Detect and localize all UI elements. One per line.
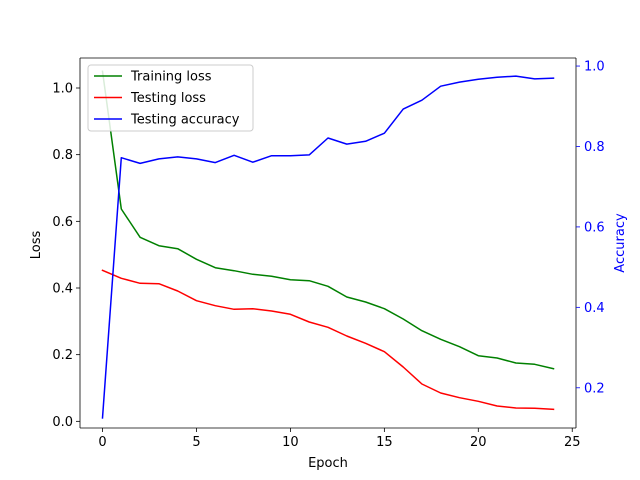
- y2-tick-label: 0.4: [584, 301, 605, 316]
- series-line-training-loss: [101, 70, 555, 370]
- series-line-testing-loss: [101, 269, 555, 411]
- y2-tick-label: 1.0: [584, 60, 605, 75]
- y2-tick-label: 0.6: [584, 220, 605, 235]
- legend-label-training-loss: Training loss: [130, 70, 212, 85]
- plot-lines: [101, 70, 555, 419]
- x-tick-label: 25: [564, 435, 581, 450]
- axes-frame: [79, 57, 577, 429]
- legend-label-testing-accuracy: Testing accuracy: [130, 113, 240, 128]
- y-tick-label: 0.0: [52, 415, 73, 430]
- x-tick-label: 0: [98, 435, 106, 450]
- y2-tick-label: 0.2: [584, 381, 605, 396]
- x-axis-label: Epoch: [308, 456, 348, 471]
- y2-tick-label: 0.8: [584, 140, 605, 155]
- x-tick-label: 20: [470, 435, 487, 450]
- y2-axis-ticks: 0.2 0.4 0.6 0.8 1.0: [576, 60, 605, 396]
- x-tick-label: 10: [282, 435, 299, 450]
- y-tick-label: 0.6: [52, 215, 73, 230]
- chart-legend: Training loss Testing loss Testing accurac…: [87, 64, 254, 132]
- y2-axis-label: Accuracy: [613, 213, 628, 273]
- y-tick-label: 0.8: [52, 148, 73, 163]
- y-tick-label: 0.2: [52, 348, 73, 363]
- series-line-testing-accuracy: [101, 75, 555, 419]
- y-axis-label: Loss: [29, 231, 44, 260]
- y-tick-label: 0.4: [52, 282, 73, 297]
- x-tick-label: 5: [192, 435, 200, 450]
- legend-label-testing-loss: Testing loss: [130, 91, 206, 106]
- y-tick-label: 1.0: [52, 82, 73, 97]
- x-tick-label: 15: [376, 435, 393, 450]
- legend-box: [87, 64, 254, 132]
- y-axis-ticks: 0.0 0.2 0.4 0.6 0.8 1.0: [52, 82, 80, 430]
- x-axis-ticks: 0 5 10 15 20 25: [98, 428, 581, 450]
